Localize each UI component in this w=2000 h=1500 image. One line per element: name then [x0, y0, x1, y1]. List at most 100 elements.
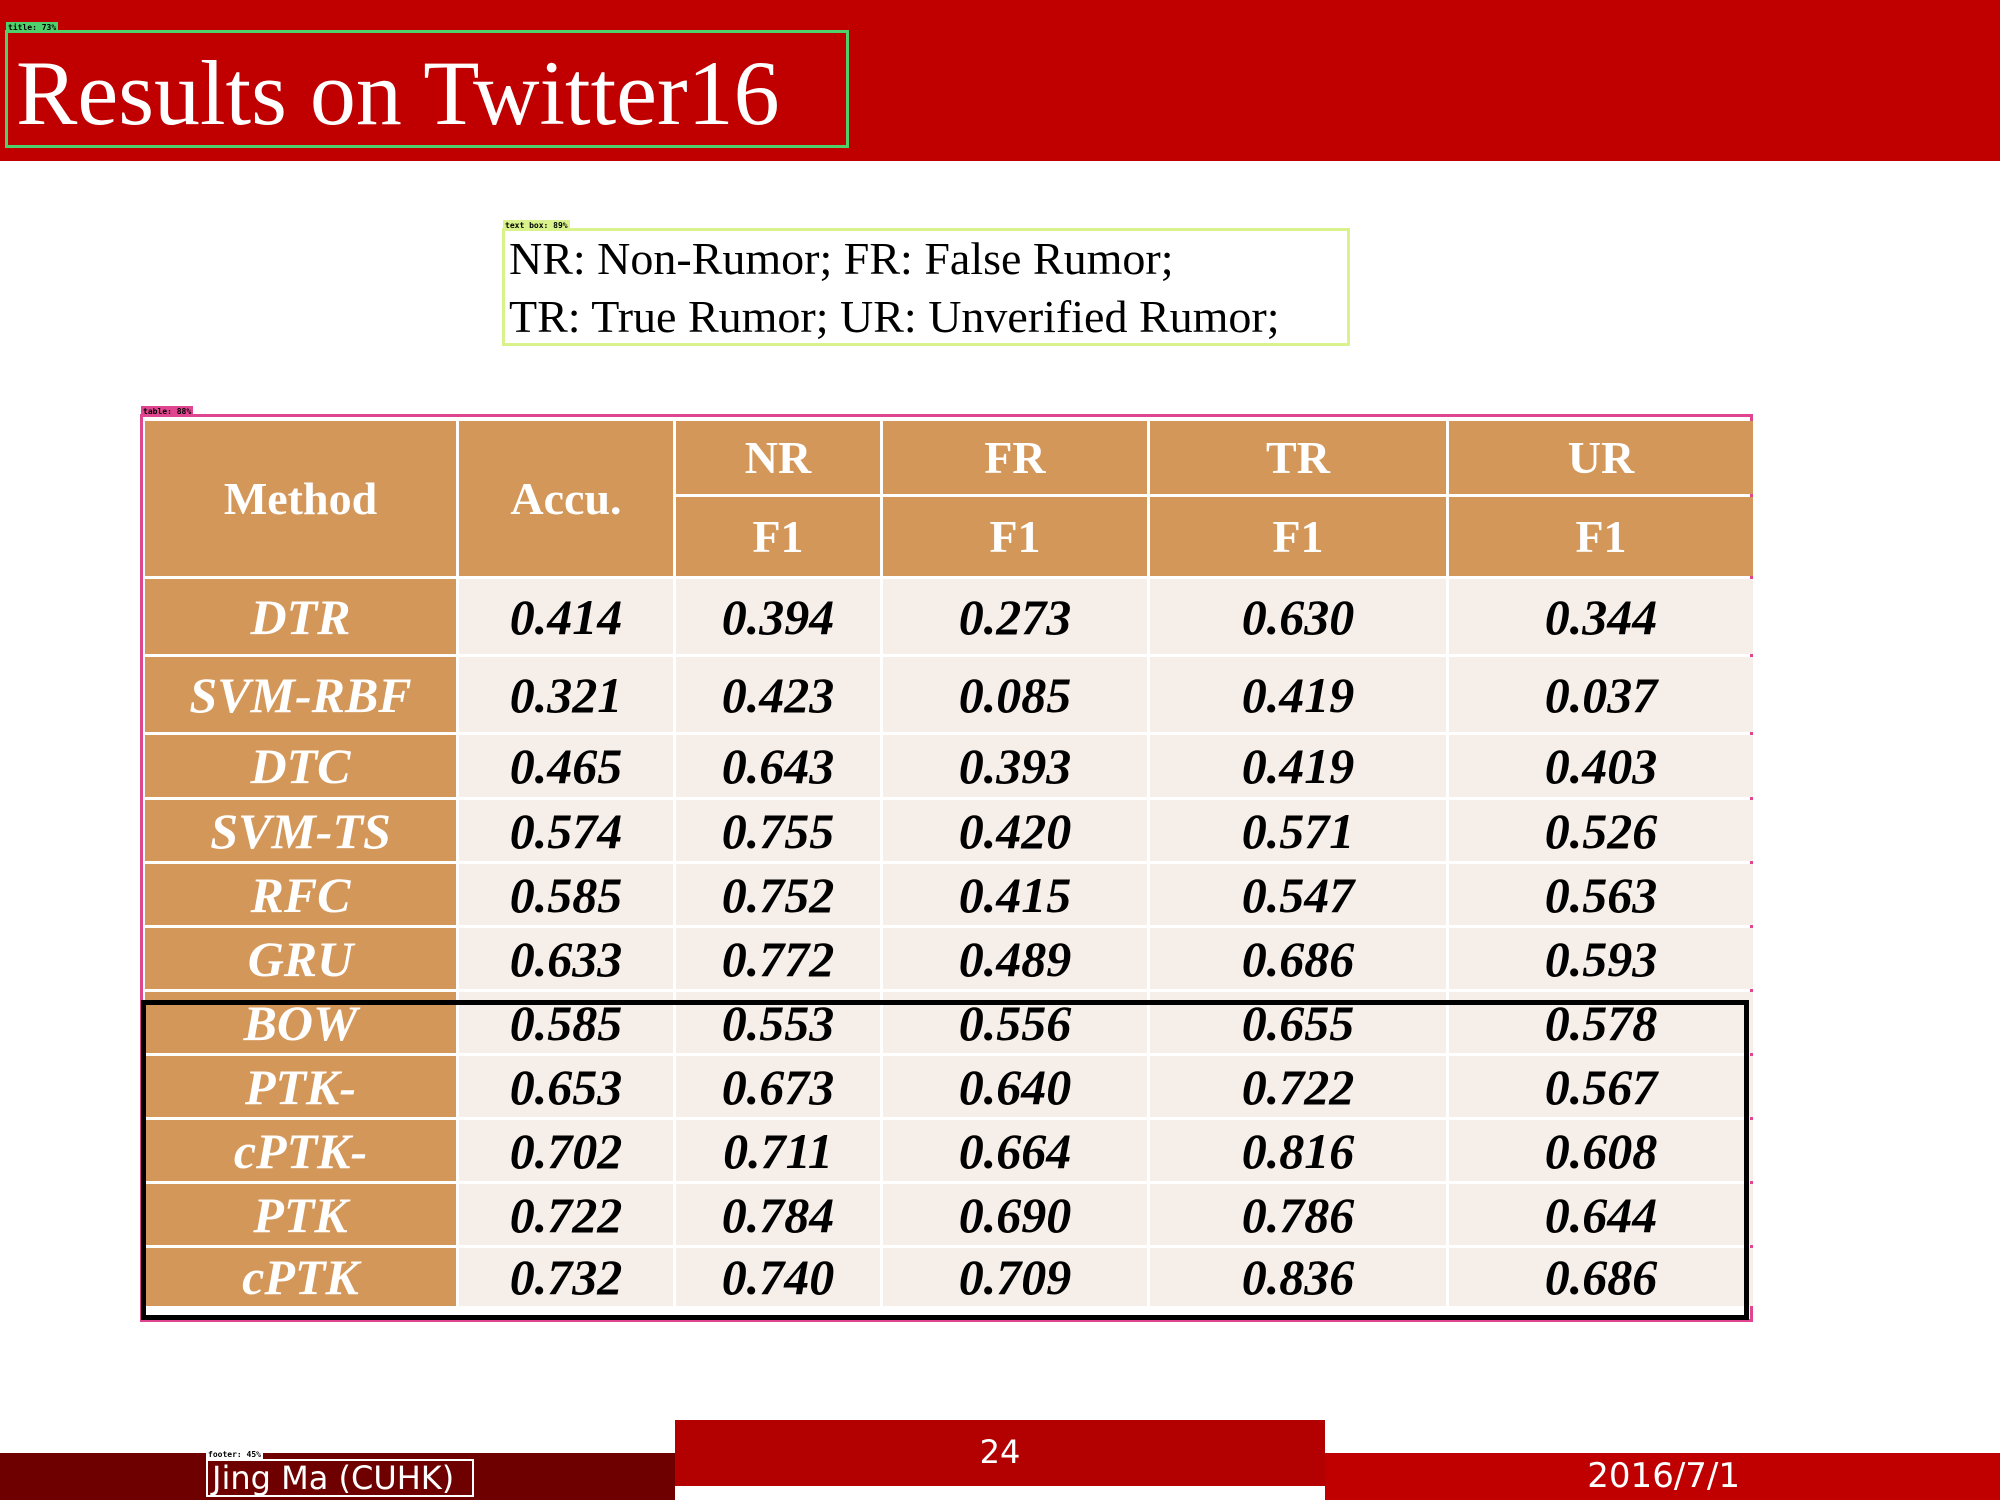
header-f1-fr: F1: [883, 497, 1147, 576]
table-row: DTC 0.465 0.643 0.393 0.419 0.403: [145, 735, 1753, 797]
footer-date: 2016/7/1: [1587, 1456, 1740, 1496]
accuracy-cell: 0.414: [459, 579, 673, 654]
fr-f1-cell: 0.709: [883, 1248, 1147, 1306]
accuracy-cell: 0.585: [459, 992, 673, 1053]
method-cell: PTK-: [145, 1056, 456, 1117]
legend-line-2: TR: True Rumor; UR: Unverified Rumor;: [509, 291, 1280, 342]
fr-f1-cell: 0.640: [883, 1056, 1147, 1117]
tr-f1-cell: 0.722: [1150, 1056, 1446, 1117]
accuracy-cell: 0.633: [459, 928, 673, 989]
method-cell: GRU: [145, 928, 456, 989]
ur-f1-cell: 0.563: [1449, 864, 1753, 925]
header-class-tr: TR: [1150, 421, 1446, 494]
header-f1-tr: F1: [1150, 497, 1446, 576]
tr-f1-cell: 0.786: [1150, 1184, 1446, 1245]
accuracy-cell: 0.702: [459, 1120, 673, 1181]
accuracy-cell: 0.574: [459, 800, 673, 861]
table-row: SVM-RBF 0.321 0.423 0.085 0.419 0.037: [145, 657, 1753, 732]
footer-detection-box: footer: 45% Jing Ma (CUHK): [206, 1449, 474, 1497]
table-row: PTK 0.722 0.784 0.690 0.786 0.644: [145, 1184, 1753, 1245]
header-method: Method: [145, 421, 456, 576]
nr-f1-cell: 0.711: [676, 1120, 880, 1181]
tr-f1-cell: 0.836: [1150, 1248, 1446, 1306]
table-detection-tag: table: 88%: [141, 406, 194, 417]
header-class-ur: UR: [1449, 421, 1753, 494]
fr-f1-cell: 0.664: [883, 1120, 1147, 1181]
ur-f1-cell: 0.526: [1449, 800, 1753, 861]
method-cell: RFC: [145, 864, 456, 925]
slide-title: Results on Twitter16: [16, 42, 780, 144]
method-cell: cPTK: [145, 1248, 456, 1306]
accuracy-cell: 0.585: [459, 864, 673, 925]
tr-f1-cell: 0.419: [1150, 735, 1446, 797]
nr-f1-cell: 0.740: [676, 1248, 880, 1306]
footer-author: Jing Ma (CUHK): [212, 1459, 455, 1497]
table-row: cPTK 0.732 0.740 0.709 0.836 0.686: [145, 1248, 1753, 1306]
fr-f1-cell: 0.420: [883, 800, 1147, 861]
legend-detection-tag: text box: 89%: [503, 220, 570, 231]
fr-f1-cell: 0.489: [883, 928, 1147, 989]
nr-f1-cell: 0.752: [676, 864, 880, 925]
method-cell: SVM-RBF: [145, 657, 456, 732]
table-row: SVM-TS 0.574 0.755 0.420 0.571 0.526: [145, 800, 1753, 861]
nr-f1-cell: 0.673: [676, 1056, 880, 1117]
nr-f1-cell: 0.423: [676, 657, 880, 732]
fr-f1-cell: 0.393: [883, 735, 1147, 797]
nr-f1-cell: 0.394: [676, 579, 880, 654]
method-cell: PTK: [145, 1184, 456, 1245]
header-f1-ur: F1: [1449, 497, 1753, 576]
table-row: PTK- 0.653 0.673 0.640 0.722 0.567: [145, 1056, 1753, 1117]
title-detection-box: title: 73% Results on Twitter16: [5, 22, 849, 148]
header-accuracy: Accu.: [459, 421, 673, 576]
ur-f1-cell: 0.593: [1449, 928, 1753, 989]
table-row: cPTK- 0.702 0.711 0.664 0.816 0.608: [145, 1120, 1753, 1181]
header-f1-nr: F1: [676, 497, 880, 576]
nr-f1-cell: 0.784: [676, 1184, 880, 1245]
legend-line-1: NR: Non-Rumor; FR: False Rumor;: [509, 233, 1174, 284]
footer-detection-tag: footer: 45%: [206, 1449, 263, 1460]
footer-band-right: [1325, 1453, 2000, 1500]
ur-f1-cell: 0.644: [1449, 1184, 1753, 1245]
table-row: DTR 0.414 0.394 0.273 0.630 0.344: [145, 579, 1753, 654]
table-row: GRU 0.633 0.772 0.489 0.686 0.593: [145, 928, 1753, 989]
fr-f1-cell: 0.556: [883, 992, 1147, 1053]
nr-f1-cell: 0.643: [676, 735, 880, 797]
ur-f1-cell: 0.567: [1449, 1056, 1753, 1117]
method-cell: SVM-TS: [145, 800, 456, 861]
ur-f1-cell: 0.686: [1449, 1248, 1753, 1306]
table-row: BOW 0.585 0.553 0.556 0.655 0.578: [145, 992, 1753, 1053]
header-class-nr: NR: [676, 421, 880, 494]
tr-f1-cell: 0.816: [1150, 1120, 1446, 1181]
tr-f1-cell: 0.655: [1150, 992, 1446, 1053]
nr-f1-cell: 0.553: [676, 992, 880, 1053]
results-table: Method Accu. NR FR TR UR F1 F1 F1 F1 DTR…: [142, 418, 1756, 1309]
legend-text-box: text box: 89% NR: Non-Rumor; FR: False R…: [502, 220, 1350, 346]
tr-f1-cell: 0.419: [1150, 657, 1446, 732]
tr-f1-cell: 0.630: [1150, 579, 1446, 654]
tr-f1-cell: 0.547: [1150, 864, 1446, 925]
fr-f1-cell: 0.690: [883, 1184, 1147, 1245]
fr-f1-cell: 0.415: [883, 864, 1147, 925]
accuracy-cell: 0.321: [459, 657, 673, 732]
nr-f1-cell: 0.755: [676, 800, 880, 861]
method-cell: BOW: [145, 992, 456, 1053]
page-number: 24: [979, 1433, 1021, 1471]
tr-f1-cell: 0.571: [1150, 800, 1446, 861]
accuracy-cell: 0.732: [459, 1248, 673, 1306]
method-cell: DTC: [145, 735, 456, 797]
method-cell: DTR: [145, 579, 456, 654]
ur-f1-cell: 0.344: [1449, 579, 1753, 654]
fr-f1-cell: 0.273: [883, 579, 1147, 654]
accuracy-cell: 0.465: [459, 735, 673, 797]
fr-f1-cell: 0.085: [883, 657, 1147, 732]
accuracy-cell: 0.722: [459, 1184, 673, 1245]
header-class-fr: FR: [883, 421, 1147, 494]
title-detection-tag: title: 73%: [6, 22, 59, 33]
header-band: [0, 0, 2000, 161]
footer-band-center: [675, 1420, 1325, 1486]
ur-f1-cell: 0.608: [1449, 1120, 1753, 1181]
accuracy-cell: 0.653: [459, 1056, 673, 1117]
method-cell: cPTK-: [145, 1120, 456, 1181]
nr-f1-cell: 0.772: [676, 928, 880, 989]
ur-f1-cell: 0.037: [1449, 657, 1753, 732]
